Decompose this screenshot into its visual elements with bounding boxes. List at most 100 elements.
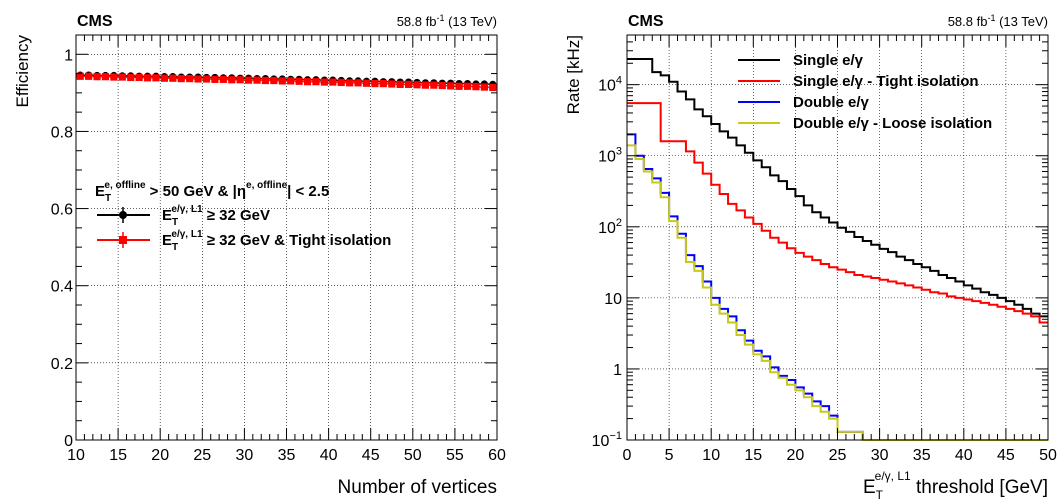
legend-entry-l1: ETe/γ, L1 ≥ 32 GeV bbox=[97, 204, 270, 228]
efficiency-point bbox=[396, 80, 404, 88]
efficiency-point bbox=[438, 81, 446, 90]
legend-marker-l1-tight bbox=[119, 236, 127, 244]
y-tick-label: 0.2 bbox=[51, 356, 73, 373]
efficiency-point bbox=[245, 76, 253, 84]
x-tick-label: 35 bbox=[278, 447, 296, 464]
efficiency-legend: ETe, offline > 50 GeV & |ηe, offline| < … bbox=[95, 180, 391, 253]
efficiency-point bbox=[76, 72, 84, 80]
efficiency-point bbox=[169, 74, 177, 82]
x-tick-label: 50 bbox=[1039, 447, 1057, 464]
efficiency-point bbox=[287, 77, 295, 85]
y-tick-label: 102 bbox=[598, 217, 622, 237]
y-tick-label: 1 bbox=[64, 47, 73, 64]
x-tick-label: 25 bbox=[193, 447, 211, 464]
efficiency-point bbox=[312, 78, 320, 86]
efficiency-point bbox=[160, 74, 169, 82]
efficiency-point bbox=[219, 75, 227, 83]
rate-legend: Single e/γ Single e/γ - Tight isolation … bbox=[738, 52, 992, 132]
x-tick-label: 40 bbox=[955, 447, 973, 464]
x-tick-label: 45 bbox=[997, 447, 1015, 464]
efficiency-point bbox=[354, 79, 362, 87]
y-tick-label: 104 bbox=[598, 75, 622, 95]
efficiency-point bbox=[303, 78, 312, 86]
y-tick-label: 0.4 bbox=[51, 279, 73, 296]
efficiency-point bbox=[110, 73, 118, 81]
rate-series-line-1 bbox=[627, 102, 1048, 324]
efficiency-point bbox=[337, 78, 345, 87]
legend-label-double-loose: Double e/γ - Loose isolation bbox=[793, 115, 992, 132]
lumi-label-right: 58.8 fb-1 (13 TeV) bbox=[948, 13, 1048, 29]
efficiency-point bbox=[480, 83, 488, 91]
cms-label-right: CMS bbox=[628, 13, 664, 30]
efficiency-point bbox=[127, 73, 135, 82]
efficiency-point bbox=[472, 83, 480, 91]
y-tick-label: 0.6 bbox=[51, 202, 73, 219]
efficiency-point bbox=[143, 74, 152, 82]
efficiency-point bbox=[270, 76, 278, 85]
legend-label-single: Single e/γ bbox=[793, 52, 864, 69]
x-tick-label: 15 bbox=[744, 447, 762, 464]
x-axis-label-left: Number of vertices bbox=[338, 477, 497, 498]
efficiency-point bbox=[388, 80, 396, 88]
efficiency-point bbox=[489, 83, 497, 92]
x-tick-label: 30 bbox=[236, 447, 254, 464]
x-tick-label: 45 bbox=[362, 447, 380, 464]
x-tick-label: 5 bbox=[665, 447, 674, 464]
efficiency-series-1 bbox=[76, 72, 497, 92]
lumi-label-left: 58.8 fb-1 (13 TeV) bbox=[397, 13, 497, 29]
efficiency-grid bbox=[76, 35, 497, 440]
legend-marker-l1 bbox=[119, 211, 127, 219]
x-tick-label: 15 bbox=[109, 447, 127, 464]
legend-entry-l1-tight: ETe/γ, L1 ≥ 32 GeV & Tight isolation bbox=[97, 229, 391, 253]
efficiency-point bbox=[447, 82, 455, 90]
efficiency-point bbox=[346, 79, 354, 87]
efficiency-point bbox=[101, 73, 110, 81]
x-tick-label: 30 bbox=[871, 447, 889, 464]
legend-label-l1-tight: ETe/γ, L1 ≥ 32 GeV & Tight isolation bbox=[162, 229, 391, 253]
x-tick-label: 60 bbox=[488, 447, 506, 464]
efficiency-point bbox=[236, 76, 244, 84]
efficiency-ticks: 10 15 20 25 30 35 40 45 50 55 60 0 0.2 0.4 0.6 0.8 1 bbox=[51, 35, 506, 464]
legend-label-single-tight: Single e/γ - Tight isolation bbox=[793, 73, 979, 90]
x-tick-label: 40 bbox=[320, 447, 338, 464]
efficiency-point bbox=[93, 73, 101, 81]
efficiency-point bbox=[362, 79, 371, 87]
x-tick-label: 50 bbox=[404, 447, 422, 464]
y-tick-label: 10−1 bbox=[592, 430, 622, 450]
rate-panel: 0 5 10 15 20 25 30 35 40 45 50 10−1 1 10 102 103 104 CMS… bbox=[564, 13, 1057, 502]
cms-label-left: CMS bbox=[77, 13, 113, 30]
efficiency-point bbox=[202, 75, 211, 83]
efficiency-point bbox=[320, 78, 328, 86]
efficiency-point bbox=[152, 74, 160, 82]
efficiency-point bbox=[463, 82, 472, 90]
efficiency-point bbox=[379, 80, 387, 88]
efficiency-point bbox=[455, 82, 463, 90]
efficiency-point bbox=[177, 74, 185, 83]
x-tick-label: 25 bbox=[829, 447, 847, 464]
legend-label-double: Double e/γ bbox=[793, 94, 870, 111]
x-tick-label: 35 bbox=[913, 447, 931, 464]
x-tick-label: 0 bbox=[623, 447, 632, 464]
efficiency-point bbox=[404, 80, 413, 88]
x-tick-label: 20 bbox=[151, 447, 169, 464]
efficiency-point bbox=[371, 80, 379, 88]
efficiency-point bbox=[421, 81, 430, 89]
efficiency-point bbox=[211, 75, 219, 83]
y-tick-label: 103 bbox=[598, 146, 622, 166]
efficiency-point bbox=[329, 78, 337, 86]
efficiency-panel: 10 15 20 25 30 35 40 45 50 55 60 0 0.2 0.4 0.6 0.8 1 CMS… bbox=[13, 13, 506, 498]
x-tick-label: 10 bbox=[702, 447, 720, 464]
efficiency-point bbox=[186, 74, 194, 83]
y-tick-label: 0 bbox=[64, 433, 73, 450]
rate-series-line-0 bbox=[627, 57, 1048, 318]
y-tick-label: 0.8 bbox=[51, 124, 73, 141]
y-axis-label-right: Rate [kHz] bbox=[564, 35, 583, 114]
efficiency-point bbox=[135, 73, 143, 82]
x-tick-label: 55 bbox=[446, 447, 464, 464]
legend-header: ETe, offline > 50 GeV & |ηe, offline| < … bbox=[95, 180, 329, 204]
efficiency-point bbox=[253, 76, 261, 84]
efficiency-series bbox=[76, 71, 497, 92]
legend-label-l1: ETe/γ, L1 ≥ 32 GeV bbox=[162, 204, 270, 228]
y-tick-label: 1 bbox=[613, 362, 622, 379]
